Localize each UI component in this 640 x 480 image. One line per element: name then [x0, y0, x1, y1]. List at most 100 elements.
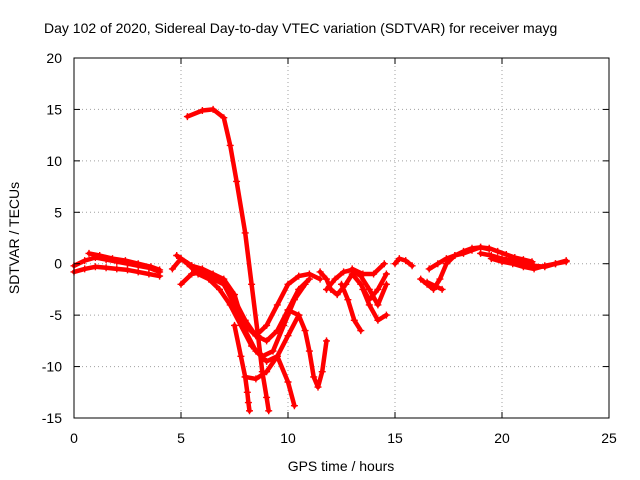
series-arc-22 — [487, 255, 570, 273]
data-point — [344, 296, 352, 304]
series-arc-10 — [241, 352, 298, 410]
data-point — [263, 393, 271, 401]
data-point — [395, 255, 403, 263]
data-point — [248, 280, 256, 288]
data-point — [552, 260, 559, 268]
data-point — [365, 301, 373, 309]
data-point — [494, 247, 502, 255]
data-point — [305, 270, 313, 278]
x-tick-label: 25 — [601, 430, 617, 446]
data-point — [113, 265, 121, 273]
series-arc-11 — [284, 306, 330, 391]
data-point — [374, 301, 382, 309]
data-point — [252, 375, 260, 383]
data-point — [365, 285, 373, 293]
data-point — [284, 378, 292, 386]
data-point — [338, 280, 345, 288]
series-arc-14 — [338, 280, 365, 335]
series-line — [242, 354, 297, 408]
data-point — [145, 270, 153, 278]
series-arc-1 — [70, 263, 164, 280]
data-point — [498, 258, 506, 266]
data-point — [333, 291, 341, 299]
data-point — [460, 249, 467, 257]
data-point — [318, 368, 326, 376]
data-point — [244, 399, 252, 407]
data-point — [541, 262, 549, 270]
data-point — [382, 270, 390, 278]
data-point — [380, 260, 388, 268]
y-tick-label: 10 — [46, 153, 62, 169]
data-point — [188, 270, 196, 278]
grid-lines — [74, 58, 609, 418]
data-point — [408, 262, 416, 270]
data-point — [350, 316, 358, 324]
data-point — [417, 275, 425, 283]
data-point — [438, 285, 446, 293]
data-point — [284, 332, 292, 340]
data-point — [477, 249, 485, 257]
series-line — [185, 107, 271, 414]
data-point — [168, 265, 176, 273]
data-point — [340, 268, 348, 276]
data-point — [562, 258, 570, 266]
data-point — [468, 246, 476, 254]
data-point — [295, 272, 303, 280]
data-point — [156, 266, 164, 274]
data-point — [102, 264, 110, 272]
data-point — [314, 383, 322, 391]
x-axis-label: GPS time / hours — [288, 458, 395, 474]
data-point — [254, 332, 262, 340]
data-point — [391, 260, 399, 268]
data-point — [263, 337, 271, 345]
data-point — [301, 327, 309, 335]
series-line — [349, 261, 387, 277]
data-point — [323, 285, 330, 293]
data-point — [477, 243, 485, 251]
data-point — [85, 249, 93, 257]
data-point — [241, 229, 249, 237]
data-point — [209, 105, 217, 113]
series-line — [392, 256, 415, 269]
data-point — [290, 402, 298, 410]
data-point — [273, 301, 281, 309]
data-point — [263, 357, 271, 365]
data-point — [451, 252, 459, 259]
data-point — [273, 352, 281, 360]
data-point — [81, 257, 89, 265]
y-axis-label: SDTVAR / TECUs — [6, 182, 22, 294]
data-point — [183, 113, 191, 121]
y-tick-label: 20 — [46, 50, 62, 66]
data-point — [269, 347, 277, 355]
data-point — [382, 280, 390, 288]
axis-ticks: 0 5 10 15 20 25 20 15 10 5 0 -5 -10 -15 — [42, 50, 617, 446]
plot-frame — [73, 57, 610, 419]
data-point — [231, 291, 238, 299]
x-tick-label: 10 — [280, 430, 296, 446]
series-line — [360, 287, 389, 323]
data-point — [263, 321, 271, 329]
data-point — [357, 280, 365, 288]
data-point — [305, 347, 313, 355]
data-point — [265, 407, 273, 415]
x-tick-label: 20 — [494, 430, 510, 446]
data-point — [301, 280, 309, 288]
series-arc-8 — [183, 105, 273, 415]
data-point — [509, 260, 517, 268]
data-point — [284, 280, 292, 288]
data-point — [243, 388, 251, 396]
data-point — [316, 275, 324, 283]
data-point — [374, 285, 382, 293]
data-point — [423, 278, 431, 286]
data-point — [237, 352, 245, 360]
data-point — [436, 275, 444, 283]
y-tick-label: 15 — [46, 101, 62, 117]
x-tick-label: 0 — [70, 430, 78, 446]
data-point — [487, 255, 495, 263]
data-point — [374, 316, 382, 324]
series-arc-17 — [391, 255, 416, 270]
data-point — [241, 373, 249, 381]
data-point — [502, 251, 510, 258]
x-tick-label: 5 — [177, 430, 185, 446]
